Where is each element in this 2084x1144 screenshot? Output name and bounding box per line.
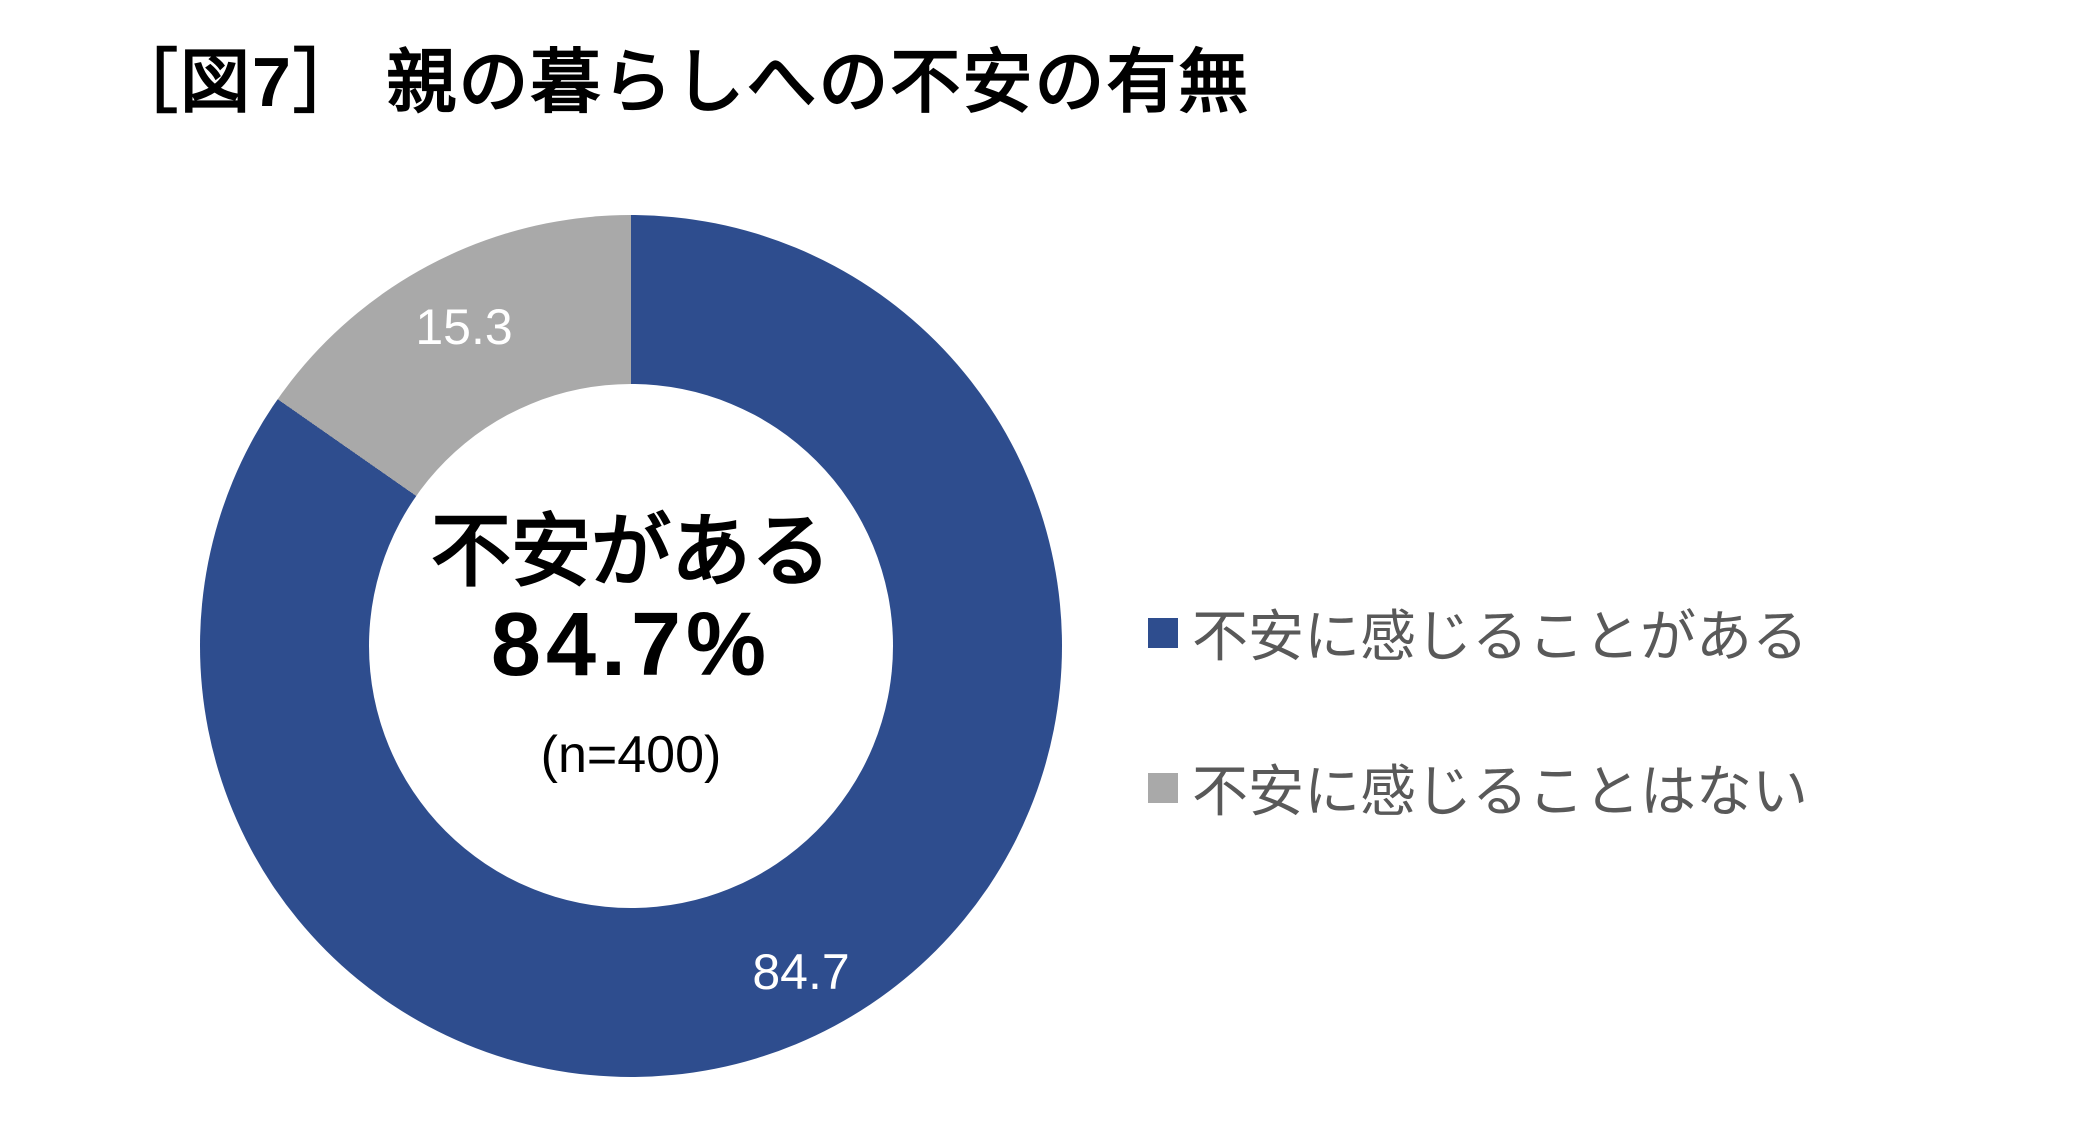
- chart-title: ［図7］ 親の暮らしへの不安の有無: [108, 43, 1251, 121]
- center-label-text: 不安がある: [431, 506, 831, 596]
- legend-item-no-anxiety: 不安に感じることはない: [1148, 747, 1808, 828]
- donut-hole: 不安がある 84.7% (n=400): [369, 384, 893, 908]
- legend-item-has-anxiety: 不安に感じることがある: [1148, 592, 1808, 673]
- legend-swatch-blue: [1148, 617, 1178, 648]
- donut-chart: 不安がある 84.7% (n=400) 15.3 84.7: [200, 215, 1062, 1077]
- data-label-gray-segment: 15.3: [415, 299, 513, 355]
- legend-label-has-anxiety: 不安に感じることがある: [1192, 605, 1808, 670]
- center-label-sample-size: (n=400): [540, 726, 722, 785]
- center-label-value: 84.7%: [490, 595, 772, 696]
- legend-label-no-anxiety: 不安に感じることはない: [1192, 760, 1808, 825]
- legend-swatch-gray: [1148, 772, 1178, 803]
- data-label-blue-segment: 84.7: [752, 944, 850, 1000]
- legend: 不安に感じることがある 不安に感じることはない: [1148, 592, 1808, 828]
